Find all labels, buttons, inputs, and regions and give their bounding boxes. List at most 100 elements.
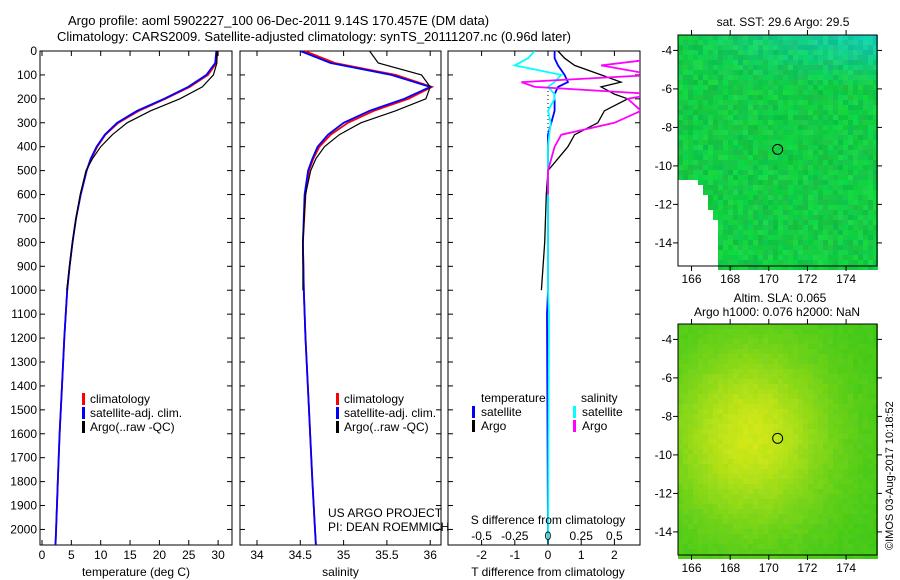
map-cell (833, 379, 838, 384)
map-cell (793, 265, 798, 270)
map-cell (818, 205, 823, 210)
map-cell (868, 190, 873, 195)
map-cell (813, 434, 818, 439)
map-cell (798, 409, 803, 414)
map-cell (863, 354, 868, 359)
map-cell (723, 334, 728, 339)
x-tick-label: 34 (250, 548, 264, 562)
map-cell (718, 349, 723, 354)
map-cell (788, 484, 793, 489)
map-cell (868, 554, 873, 559)
map-cell (808, 140, 813, 145)
map-cell (743, 120, 748, 125)
map-cell (823, 504, 828, 509)
map-cell (738, 449, 743, 454)
map-cell (718, 250, 723, 255)
map-cell (693, 479, 698, 484)
map-cell (853, 265, 858, 270)
map-cell (678, 200, 683, 205)
map-cell (758, 344, 763, 349)
map-cell (863, 160, 868, 165)
y-tick-label: 300 (17, 116, 37, 130)
map-cell (773, 110, 778, 115)
map-cell (748, 235, 753, 240)
map-cell (823, 60, 828, 65)
map-cell (843, 499, 848, 504)
map-cell (688, 55, 693, 60)
map-cell (678, 354, 683, 359)
map-cell (828, 225, 833, 230)
map-cell (818, 374, 823, 379)
map-cell (698, 534, 703, 539)
map-y-tick-label: -14 (655, 525, 673, 539)
map-cell (718, 494, 723, 499)
map-cell (723, 45, 728, 50)
map-cell (718, 260, 723, 265)
map-cell (683, 35, 688, 40)
map-cell (688, 489, 693, 494)
map-cell (818, 554, 823, 559)
map-cell (708, 35, 713, 40)
map-cell (808, 45, 813, 50)
map-cell (868, 329, 873, 334)
map-cell (808, 40, 813, 45)
map-cell (748, 195, 753, 200)
map-cell (718, 125, 723, 130)
map-cell (873, 334, 878, 339)
map-cell (743, 549, 748, 554)
map-cell (763, 40, 768, 45)
map-cell (793, 50, 798, 55)
map-cell (688, 554, 693, 559)
x-axis-label: T difference from climatology (471, 565, 625, 579)
map-cell (753, 369, 758, 374)
map-cell (858, 220, 863, 225)
map-cell (793, 329, 798, 334)
map-cell (873, 484, 878, 489)
map-cell (723, 245, 728, 250)
map-cell (853, 479, 858, 484)
map-cell (723, 65, 728, 70)
map-cell (688, 364, 693, 369)
map-cell (853, 334, 858, 339)
map-cell (713, 489, 718, 494)
map-cell (718, 384, 723, 389)
map-cell (693, 374, 698, 379)
map-cell (683, 494, 688, 499)
map-cell (793, 90, 798, 95)
map-cell (858, 100, 863, 105)
map-cell (753, 225, 758, 230)
map-cell (718, 110, 723, 115)
map-cell (683, 40, 688, 45)
map-cell (813, 130, 818, 135)
map-cell (748, 539, 753, 544)
map-cell (863, 200, 868, 205)
map-cell (743, 429, 748, 434)
map-cell (858, 379, 863, 384)
map-cell (848, 534, 853, 539)
legend-title-temperature: temperature (481, 391, 546, 405)
map-cell (808, 459, 813, 464)
map-cell (733, 75, 738, 80)
map-cell (763, 424, 768, 429)
map-cell (823, 95, 828, 100)
map-cell (728, 449, 733, 454)
map-cell (863, 534, 868, 539)
map-cell (778, 384, 783, 389)
map-cell (803, 419, 808, 424)
map-cell (773, 409, 778, 414)
map-cell (718, 509, 723, 514)
map-cell (808, 414, 813, 419)
map-cell (688, 185, 693, 190)
map-cell (853, 95, 858, 100)
map-cell (788, 140, 793, 145)
map-cell (868, 170, 873, 175)
map-cell (748, 240, 753, 245)
map-cell (848, 334, 853, 339)
map-cell (693, 409, 698, 414)
map-cell (678, 120, 683, 125)
map-cell (713, 469, 718, 474)
map-cell (728, 534, 733, 539)
map-cell (718, 105, 723, 110)
map-cell (823, 374, 828, 379)
map-cell (858, 170, 863, 175)
